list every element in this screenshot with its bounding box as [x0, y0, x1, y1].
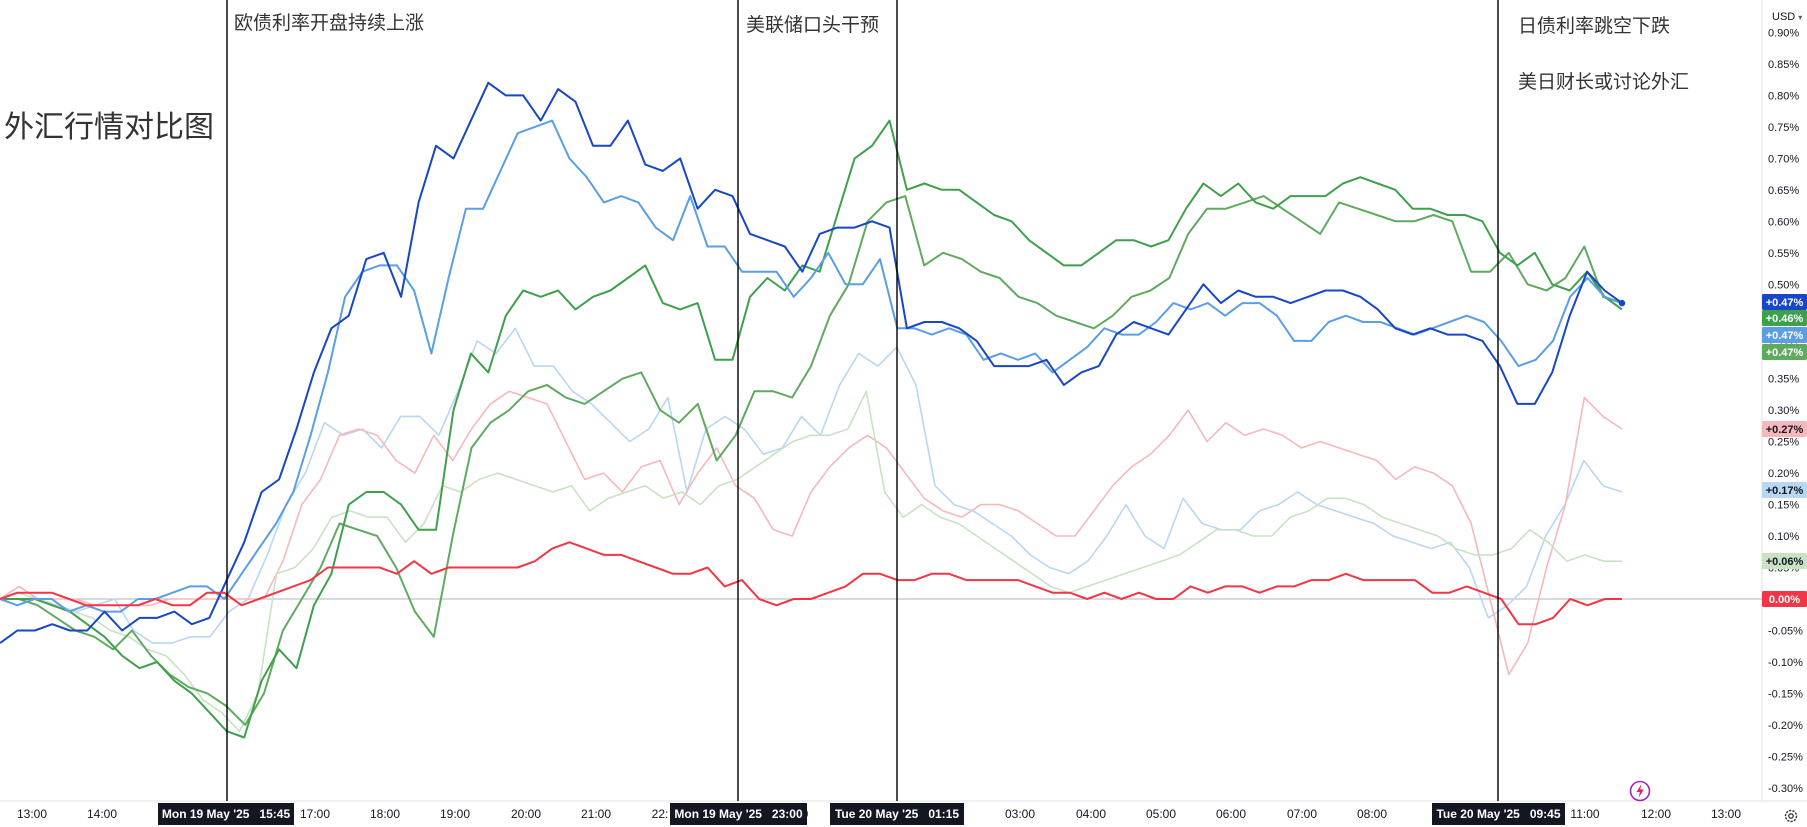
- end-value-badge: [1762, 327, 1807, 343]
- annotation-fed-verbal: 美联储口头干预: [746, 14, 880, 36]
- y-tick-label: -0.15%: [1768, 688, 1803, 700]
- y-tick-label: 0.35%: [1768, 374, 1799, 386]
- y-tick-label: 0.85%: [1768, 59, 1799, 71]
- x-tick-label: 04:00: [1076, 807, 1106, 821]
- end-value-badge: [1762, 294, 1807, 310]
- y-tick-label: 0.15%: [1768, 500, 1799, 512]
- end-value-badge: [1762, 344, 1807, 360]
- x-tick-label: 14:00: [87, 807, 117, 821]
- chart-title: 外汇行情对比图: [4, 110, 214, 145]
- x-tick-label: 06:00: [1216, 807, 1246, 821]
- end-value-label: +0.47%: [1766, 347, 1804, 359]
- y-tick-label: 0.50%: [1768, 279, 1799, 291]
- end-value-label: +0.27%: [1766, 424, 1804, 436]
- lightning-icon[interactable]: [1628, 779, 1652, 803]
- series-line-3[interactable]: [0, 390, 1622, 733]
- end-value-badge: [1762, 421, 1807, 437]
- x-event-badge: [158, 803, 294, 825]
- annotation-jgb-gap: 日债利率跳空下跌: [1518, 15, 1671, 37]
- chevron-down-icon: ▾: [1798, 12, 1803, 22]
- x-tick-label: 08:00: [1357, 807, 1387, 821]
- gear-icon[interactable]: [1783, 808, 1799, 824]
- x-tick-label: 12:00: [1641, 807, 1671, 821]
- x-event-badge-label: Tue 20 May '25 01:15: [835, 807, 959, 821]
- y-tick-label: 0.25%: [1768, 437, 1799, 449]
- series-end-dot: [1618, 299, 1626, 307]
- y-tick-label: 0.60%: [1768, 216, 1799, 228]
- y-tick-label: 0.55%: [1768, 248, 1799, 260]
- x-event-badge: [830, 803, 964, 825]
- series-line-1[interactable]: [0, 327, 1623, 644]
- series-line-7[interactable]: [0, 81, 1623, 644]
- x-event-badge: [670, 803, 807, 825]
- y-tick-label: 0.20%: [1768, 468, 1799, 480]
- end-value-badge: [1762, 310, 1807, 326]
- x-tick-label: 11:00: [1570, 807, 1599, 821]
- currency-selector[interactable]: USD ▾: [1770, 6, 1804, 28]
- series-line-5[interactable]: [0, 119, 1623, 739]
- series-line-2[interactable]: [0, 390, 1623, 676]
- end-value-label: +0.17%: [1766, 485, 1804, 497]
- x-event-badge-label: Tue 20 May '25 09:45: [1436, 807, 1560, 821]
- y-tick-label: -0.20%: [1768, 720, 1803, 732]
- y-tick-label: 0.65%: [1768, 185, 1799, 197]
- end-value-label: +0.47%: [1766, 330, 1804, 342]
- y-tick-label: 0.75%: [1768, 122, 1799, 134]
- x-tick-label: 07:00: [1287, 807, 1317, 821]
- y-tick-label: -0.30%: [1768, 783, 1803, 795]
- x-event-badge: [1432, 803, 1565, 825]
- end-value-badge: [1762, 591, 1807, 607]
- x-tick-label: 19:00: [440, 807, 470, 821]
- x-tick-label: 05:00: [1146, 807, 1176, 821]
- end-value-label: 0.00%: [1769, 594, 1800, 606]
- x-tick-label: 03:00: [1005, 807, 1035, 821]
- y-tick-label: -0.25%: [1768, 751, 1803, 763]
- x-tick-label: 20:00: [511, 807, 541, 821]
- x-tick-label: 17:00: [300, 807, 330, 821]
- y-tick-label: -0.05%: [1768, 626, 1803, 638]
- end-value-badge: [1762, 482, 1807, 498]
- x-tick-label: 18:00: [370, 807, 400, 821]
- y-tick-label: 0.80%: [1768, 90, 1799, 102]
- x-tick-label: 22:: [652, 807, 669, 821]
- series-line-8[interactable]: [0, 541, 1622, 626]
- y-tick-label: -0.10%: [1768, 657, 1803, 669]
- x-tick-label: 21:00: [581, 807, 611, 821]
- series-line-6[interactable]: [0, 119, 1623, 613]
- x-event-badge-label: Mon 19 May '25 15:45: [162, 807, 291, 821]
- y-tick-label: 0.70%: [1768, 153, 1799, 165]
- x-event-badge-label: Mon 19 May '25 23:00: [674, 807, 803, 821]
- series-line-4[interactable]: [0, 195, 1623, 726]
- y-tick-label: 0.90%: [1768, 27, 1799, 39]
- y-tick-label: 0.10%: [1768, 531, 1799, 543]
- end-value-label: +0.46%: [1766, 313, 1804, 325]
- end-value-label: +0.06%: [1766, 556, 1804, 568]
- x-tick-label: 13:00: [1711, 807, 1741, 821]
- y-tick-label: 0.30%: [1768, 405, 1799, 417]
- currency-value: USD: [1772, 11, 1796, 23]
- annotation-euro-bond: 欧债利率开盘持续上涨: [234, 12, 425, 34]
- end-value-badge: [1762, 553, 1807, 569]
- x-tick-label: 13:00: [17, 807, 47, 821]
- end-value-label: +0.47%: [1766, 297, 1804, 309]
- annotation-us-japan: 美日财长或讨论外汇: [1518, 71, 1690, 93]
